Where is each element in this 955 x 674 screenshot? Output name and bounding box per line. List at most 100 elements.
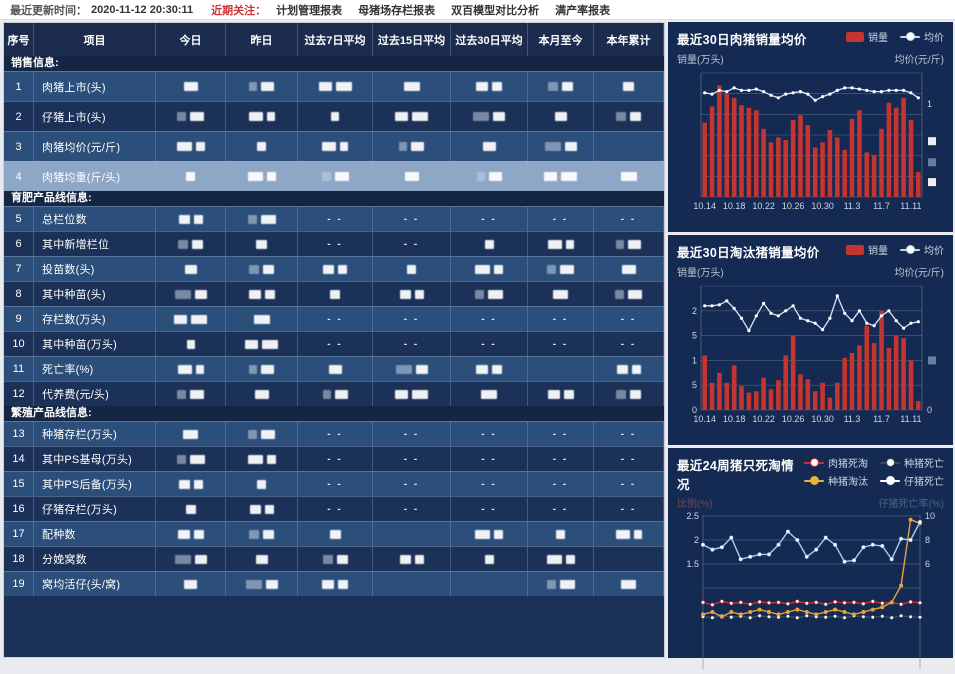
redacted-value <box>482 142 496 151</box>
legend-item-种猪死亡[interactable]: 种猪死亡 <box>880 455 944 470</box>
redacted-value <box>630 112 641 121</box>
redacted-value <box>174 554 191 564</box>
bar <box>717 85 722 197</box>
series-point <box>738 557 743 562</box>
redacted-value <box>193 479 203 489</box>
value-cell <box>226 357 298 381</box>
table-row[interactable]: 6 其中新增栏位 - - - - <box>4 231 664 256</box>
table-row[interactable]: 12 代养费(元/头) <box>4 381 664 406</box>
redacted-value <box>318 82 332 91</box>
value-cell: - - <box>298 332 373 356</box>
table-row[interactable]: 11 死亡率(%) <box>4 356 664 381</box>
redacted-value <box>263 529 274 539</box>
value-cell <box>528 232 594 256</box>
legend-item-销量[interactable]: 销量 <box>846 242 888 257</box>
column-header: 序号 <box>4 23 34 56</box>
redacted-value <box>183 82 198 91</box>
series-point <box>710 615 715 620</box>
redacted-value <box>195 364 204 374</box>
legend-item-肉猪死淘[interactable]: 肉猪死淘 <box>804 455 868 470</box>
table-row[interactable]: 16 仔猪存栏(万头) - - - - - - - - - - <box>4 496 664 521</box>
legend-item-仔猪死亡[interactable]: 仔猪死亡 <box>880 473 944 488</box>
menu-item-4[interactable]: 满产率报表 <box>555 4 611 17</box>
table-row[interactable]: 10 其中种苗(万头) - - - - - - - - - - <box>4 331 664 356</box>
table-row[interactable]: 1 肉猪上市(头) <box>4 71 664 101</box>
line-point <box>850 86 854 90</box>
menu-item-2[interactable]: 母猪场存栏报表 <box>358 4 436 17</box>
series-point <box>880 601 885 606</box>
redacted-value <box>399 289 411 299</box>
series-point <box>861 614 866 619</box>
value-cell <box>594 102 664 131</box>
table-row[interactable]: 19 窝均活仔(头/窝) <box>4 571 664 596</box>
legend-item-均价[interactable]: 均价 <box>900 29 944 44</box>
legend-item-均价[interactable]: 均价 <box>900 242 944 257</box>
empty-value: - - <box>327 338 343 350</box>
redacted-value <box>475 529 490 539</box>
redacted-value <box>322 554 333 564</box>
legend-item-销量[interactable]: 销量 <box>846 29 888 44</box>
empty-value: - - <box>403 428 420 440</box>
empty-value: - - <box>403 213 420 225</box>
empty-value: - - <box>403 238 420 250</box>
series-point <box>814 547 819 552</box>
redacted-value <box>623 82 634 91</box>
series-point <box>748 615 753 620</box>
redacted-value <box>476 82 488 91</box>
redacted-value <box>245 579 262 589</box>
redacted-tick <box>928 137 936 146</box>
table-row[interactable]: 9 存栏数(万头) - - - - - - - - - - <box>4 306 664 331</box>
series-point <box>852 600 857 605</box>
bar <box>908 360 914 410</box>
redacted-value <box>488 172 502 181</box>
menu-item-3[interactable]: 双百模型对比分析 <box>451 4 540 17</box>
redacted-value <box>194 554 207 564</box>
table-row[interactable]: 17 配种数 <box>4 521 664 546</box>
table-row[interactable]: 13 种猪存栏(万头) - - - - - - - - - - <box>4 421 664 446</box>
legend-item-种猪淘汰[interactable]: 种猪淘汰 <box>804 473 868 488</box>
redacted-value <box>178 239 188 249</box>
table-row[interactable]: 18 分娩窝数 <box>4 546 664 571</box>
redacted-value <box>616 239 624 249</box>
series-line-种猪死亡 <box>702 615 921 619</box>
value-cell <box>226 497 298 521</box>
redacted-value <box>174 314 187 324</box>
table-row[interactable]: 7 投苗数(头) <box>4 256 664 281</box>
series-point <box>899 536 904 541</box>
row-label: 肉猪均重(斤/头) <box>34 162 156 191</box>
value-cell <box>226 447 298 471</box>
series-point <box>785 610 790 615</box>
line-point <box>784 309 788 313</box>
table-row[interactable]: 8 其中种苗(头) <box>4 281 664 306</box>
series-point <box>870 615 875 620</box>
redacted-value <box>247 454 263 464</box>
value-cell <box>594 257 664 281</box>
value-cell <box>298 102 373 131</box>
row-label: 分娩窝数 <box>34 547 156 571</box>
value-cell <box>528 162 594 191</box>
series-point <box>889 615 894 620</box>
table-row[interactable]: 3 肉猪均价(元/斤) <box>4 131 664 161</box>
series-point <box>908 614 913 619</box>
line-point <box>703 304 707 308</box>
redacted-value <box>546 554 562 564</box>
series-point <box>700 612 705 617</box>
series-point <box>748 602 753 607</box>
redacted-value <box>481 389 497 399</box>
line-point <box>762 90 766 94</box>
bar <box>709 382 715 410</box>
redacted-value <box>249 504 261 514</box>
bar <box>746 107 752 197</box>
value-cell <box>156 422 226 446</box>
series-point <box>842 615 847 620</box>
table-row[interactable]: 5 总栏位数 - - - - - - - - - - <box>4 206 664 231</box>
column-header: 过去7日平均 <box>298 23 373 56</box>
y-tick-left: 1.5 <box>686 559 699 569</box>
table-row[interactable]: 2 仔猪上市(头) <box>4 101 664 131</box>
value-cell <box>298 357 373 381</box>
menu-item-1[interactable]: 计划管理报表 <box>276 4 343 17</box>
table-row[interactable]: 14 其中PS基母(万头) - - - - - - - - - - <box>4 446 664 471</box>
table-row[interactable]: 4 肉猪均重(斤/头) <box>4 161 664 191</box>
table-row[interactable]: 15 其中PS后备(万头) - - - - - - - - - - <box>4 471 664 496</box>
x-tick: 10.26 <box>782 201 805 211</box>
